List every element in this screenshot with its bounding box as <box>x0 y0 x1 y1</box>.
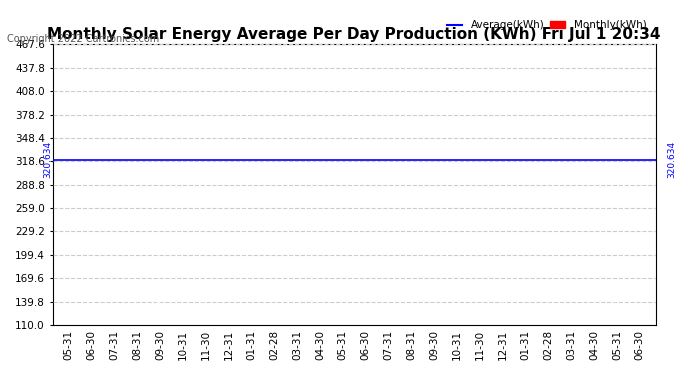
Text: 12.76: 12.76 <box>384 295 393 323</box>
Text: 10.008: 10.008 <box>155 289 164 323</box>
Text: 12.744: 12.744 <box>293 288 302 323</box>
Text: 15.587: 15.587 <box>87 289 96 323</box>
Legend: Average(kWh), Monthly(kWh): Average(kWh), Monthly(kWh) <box>443 16 651 34</box>
Text: 320.634: 320.634 <box>43 141 52 178</box>
Text: 12.553: 12.553 <box>430 289 439 323</box>
Text: 12.636: 12.636 <box>315 289 324 323</box>
Text: 9.448: 9.448 <box>178 295 187 323</box>
Text: 5.621: 5.621 <box>224 295 233 323</box>
Text: 12.71: 12.71 <box>338 295 347 323</box>
Text: Copyright 2022 Cartronics.com: Copyright 2022 Cartronics.com <box>7 34 159 44</box>
Text: 14.368: 14.368 <box>132 289 141 323</box>
Text: 8.042: 8.042 <box>475 295 484 323</box>
Text: 7.199: 7.199 <box>453 295 462 323</box>
Text: 15.256: 15.256 <box>635 289 644 323</box>
Text: 13.328: 13.328 <box>64 289 73 323</box>
Text: 13.42: 13.42 <box>407 295 416 323</box>
Text: 5.419: 5.419 <box>270 295 279 323</box>
Text: 13.66: 13.66 <box>361 295 370 323</box>
Text: 5.004: 5.004 <box>498 295 507 323</box>
Text: 320.634: 320.634 <box>667 141 676 178</box>
Title: Monthly Solar Energy Average Per Day Production (KWh) Fri Jul 1 20:34: Monthly Solar Energy Average Per Day Pro… <box>48 27 661 42</box>
Text: 10.991: 10.991 <box>613 289 622 323</box>
Text: 8.401: 8.401 <box>590 295 599 323</box>
Text: 10.683: 10.683 <box>201 289 210 323</box>
Text: 8.361: 8.361 <box>544 295 553 323</box>
Text: 8.1: 8.1 <box>521 308 530 323</box>
Text: 14.114: 14.114 <box>110 288 119 323</box>
Text: 3.7774: 3.7774 <box>247 288 256 323</box>
Text: 9.81: 9.81 <box>566 301 576 323</box>
